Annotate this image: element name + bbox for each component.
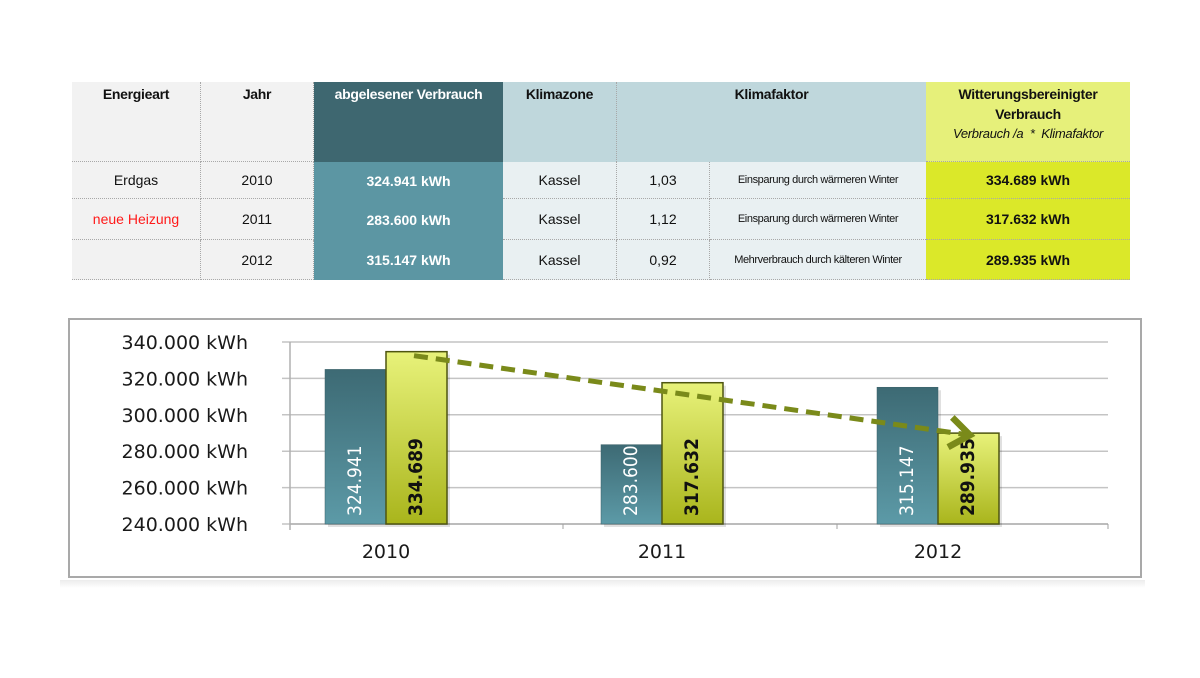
header-klimafaktor: Klimafaktor [617, 82, 926, 162]
header-jahr: Jahr [201, 82, 314, 162]
cell-beschreibung: Einsparung durch wärmeren Winter [710, 199, 926, 240]
cell-klimazone: Kassel [503, 162, 617, 199]
bar-abgelesen-2011 [600, 444, 663, 525]
y-tick-label: 320.000 kWh [122, 368, 248, 390]
cell-jahr: 2012 [201, 240, 314, 280]
x-tick-label: 2011 [638, 541, 686, 563]
cell-verbrauch: 315.147 kWh [314, 240, 503, 280]
cell-verbrauch: 283.600 kWh [314, 199, 503, 240]
header-witterung-line2: Verbrauch [995, 106, 1061, 122]
cell-jahr: 2011 [201, 199, 314, 240]
header-witterung-line1: Witterungsbereinigter [958, 86, 1098, 102]
cell-jahr: 2010 [201, 162, 314, 199]
y-tick-label: 240.000 kWh [122, 514, 248, 536]
cell-energieart: Erdgas [72, 162, 201, 199]
cell-verbrauch: 324.941 kWh [314, 162, 503, 199]
consumption-table: Energieart Jahr abgelesener Verbrauch Kl… [72, 82, 1130, 280]
bar-data-label: 324.941 [344, 445, 366, 516]
y-tick-label: 280.000 kWh [122, 441, 248, 463]
cell-bereinigt: 334.689 kWh [926, 162, 1130, 199]
bar-data-label: 315.147 [896, 445, 918, 516]
cell-bereinigt: 317.632 kWh [926, 199, 1130, 240]
trend-arrow [413, 353, 976, 450]
y-tick-label: 260.000 kWh [122, 478, 248, 500]
bar-bereinigt-2010 [385, 350, 448, 525]
cell-klimafaktor: 1,12 [617, 199, 710, 240]
bar-bereinigt-2011 [661, 381, 724, 525]
bar-data-label: 334.689 [405, 438, 427, 516]
y-tick-label: 300.000 kWh [122, 405, 248, 427]
cell-beschreibung: Mehrverbrauch durch kälteren Winter [710, 240, 926, 280]
x-tick-label: 2010 [362, 541, 410, 563]
y-tick-label: 340.000 kWh [122, 332, 248, 354]
cell-klimazone: Kassel [503, 240, 617, 280]
bar-data-label: 317.632 [681, 438, 703, 516]
header-verbrauch: abgelesener Verbrauch [314, 82, 503, 162]
bar-data-label: 289.935 [957, 438, 979, 516]
cell-energieart [72, 240, 201, 280]
header-klimazone: Klimazone [503, 82, 617, 162]
header-witterungsbereinigt: Witterungsbereinigter Verbrauch Verbrauc… [926, 82, 1130, 162]
header-energieart: Energieart [72, 82, 201, 162]
bar-data-label: 283.600 [620, 445, 642, 516]
cell-klimazone: Kassel [503, 199, 617, 240]
bar-abgelesen-2012 [876, 386, 939, 525]
header-witterung-formula: Verbrauch /a * Klimafaktor [952, 126, 1104, 141]
x-tick-label: 2012 [914, 541, 962, 563]
bar-abgelesen-2010 [324, 369, 387, 525]
cell-klimafaktor: 0,92 [617, 240, 710, 280]
chart-shadow [60, 580, 1145, 588]
cell-energieart: neue Heizung [72, 199, 201, 240]
cell-bereinigt: 289.935 kWh [926, 240, 1130, 280]
cell-klimafaktor: 1,03 [617, 162, 710, 199]
cell-beschreibung: Einsparung durch wärmeren Winter [710, 162, 926, 199]
